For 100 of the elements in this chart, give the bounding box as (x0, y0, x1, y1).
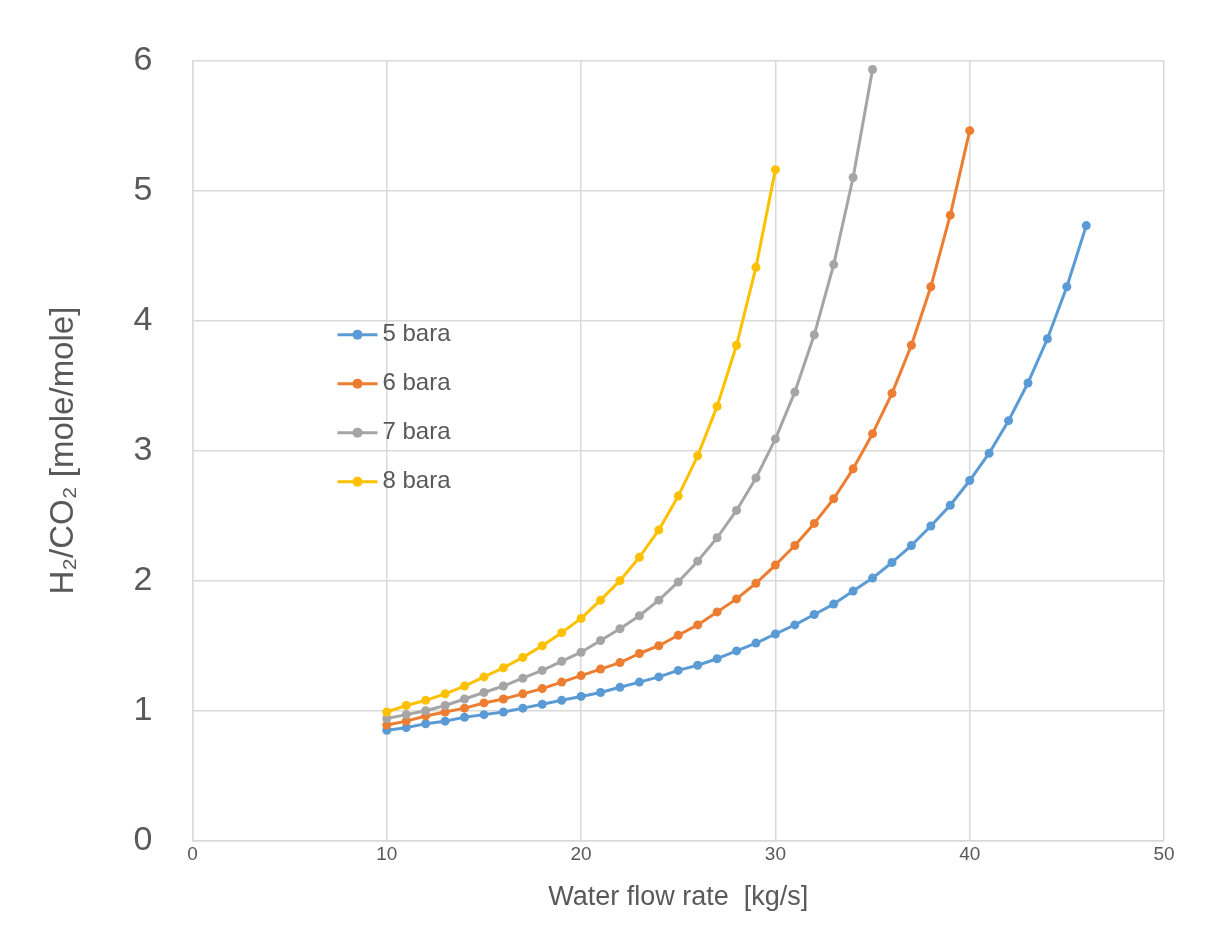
point (421, 706, 431, 716)
point (906, 340, 916, 350)
point (498, 663, 508, 673)
point (809, 609, 819, 619)
point (518, 703, 528, 713)
point (848, 464, 858, 474)
y-tick-label: 6 (133, 38, 153, 77)
point (906, 541, 916, 551)
point (984, 448, 994, 458)
point (809, 518, 819, 528)
point (945, 210, 955, 220)
point (868, 65, 878, 75)
point (498, 707, 508, 717)
point (557, 656, 567, 666)
point (479, 710, 489, 720)
point (382, 707, 392, 717)
y-tick-label: 3 (133, 428, 153, 467)
x-tick-label: 20 (570, 843, 592, 865)
point (868, 573, 878, 583)
point (712, 533, 722, 543)
point (712, 654, 722, 664)
point (673, 491, 683, 501)
point (732, 505, 742, 515)
point (634, 611, 644, 621)
point (770, 560, 780, 570)
point (596, 636, 606, 645)
point (751, 262, 761, 272)
point (537, 641, 547, 651)
point (421, 719, 431, 729)
x-tick-label: 50 (1153, 843, 1175, 865)
y-tick-label: 1 (133, 689, 153, 728)
point (868, 429, 878, 439)
point (615, 658, 625, 668)
point (401, 710, 411, 720)
point (537, 684, 547, 694)
legend-label: 8 bara (382, 466, 452, 494)
point (1042, 334, 1052, 344)
y-tick-label: 5 (133, 168, 153, 207)
x-tick-label: 30 (764, 843, 786, 865)
point (770, 434, 780, 444)
point (829, 599, 839, 609)
point (634, 552, 644, 562)
point (576, 647, 586, 657)
point (654, 672, 664, 682)
point (615, 682, 625, 692)
point (654, 595, 664, 605)
legend-label: 6 bara (382, 368, 452, 396)
point (693, 451, 703, 461)
point (1081, 221, 1091, 231)
point (887, 557, 897, 567)
point (634, 677, 644, 687)
point (537, 665, 547, 675)
point (557, 628, 567, 638)
point (712, 607, 722, 617)
point (965, 476, 975, 486)
point (926, 282, 936, 292)
point (751, 638, 761, 648)
point (518, 689, 528, 699)
point (518, 652, 528, 662)
point (770, 629, 780, 639)
point (790, 620, 800, 630)
point (421, 695, 431, 705)
y-axis-title: H₂/CO₂ [mole/mole] (42, 306, 80, 595)
point (401, 701, 411, 711)
point (440, 689, 450, 699)
y-tick-label: 2 (133, 559, 153, 598)
point (440, 716, 450, 726)
point (479, 672, 489, 682)
point (654, 641, 664, 651)
point (673, 630, 683, 640)
point (615, 624, 625, 634)
point (576, 671, 586, 681)
point (1023, 378, 1033, 388)
point (596, 688, 606, 698)
point (673, 577, 683, 587)
y-tick-label: 4 (133, 298, 153, 337)
point (654, 525, 664, 535)
point (460, 703, 470, 713)
point (498, 694, 508, 704)
point (848, 172, 858, 182)
point (790, 541, 800, 551)
point (693, 620, 703, 630)
point (460, 694, 470, 704)
point (615, 576, 625, 586)
point (596, 664, 606, 674)
point (790, 387, 800, 397)
point (576, 613, 586, 623)
point (965, 126, 975, 136)
point (926, 521, 936, 531)
point (498, 681, 508, 691)
x-tick-label: 10 (376, 843, 398, 865)
point (693, 556, 703, 566)
point (460, 681, 470, 691)
point (479, 698, 489, 708)
point (537, 699, 547, 709)
point (751, 578, 761, 588)
point (848, 586, 858, 596)
point (673, 665, 683, 675)
point (440, 701, 450, 711)
x-tick-label: 0 (187, 843, 198, 865)
